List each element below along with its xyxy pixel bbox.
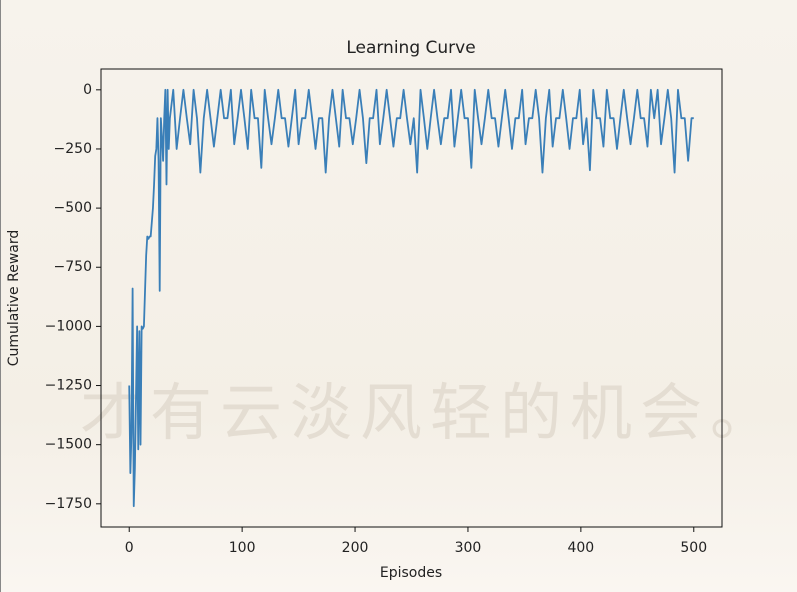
y-tick-label: −500 (54, 200, 92, 216)
data-line (128, 88, 694, 508)
y-axis-label: Cumulative Reward (6, 230, 22, 367)
y-tick-label: −750 (54, 259, 92, 275)
y-tick-label: −1250 (45, 378, 92, 394)
y-tick-label: −250 (54, 141, 92, 157)
axes-frame (100, 68, 723, 528)
x-tick-label: 100 (229, 540, 256, 556)
y-tick-label: −1000 (45, 318, 92, 334)
y-tick-label: 0 (83, 82, 92, 98)
x-axis-label: Episodes (380, 565, 442, 581)
x-tick-label: 0 (125, 540, 134, 556)
x-tick-label: 500 (680, 540, 707, 556)
y-tick-label: −1750 (45, 496, 92, 512)
y-tick-label: −1500 (45, 437, 92, 453)
x-tick-label: 300 (455, 540, 482, 556)
watermark: 才有云淡风轻的机会。 (80, 376, 780, 449)
chart-title: Learning Curve (346, 38, 475, 58)
x-tick-label: 400 (567, 540, 594, 556)
x-tick-label: 200 (342, 540, 369, 556)
